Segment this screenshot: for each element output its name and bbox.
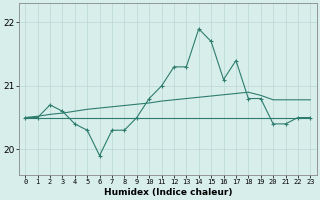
- X-axis label: Humidex (Indice chaleur): Humidex (Indice chaleur): [104, 188, 232, 197]
